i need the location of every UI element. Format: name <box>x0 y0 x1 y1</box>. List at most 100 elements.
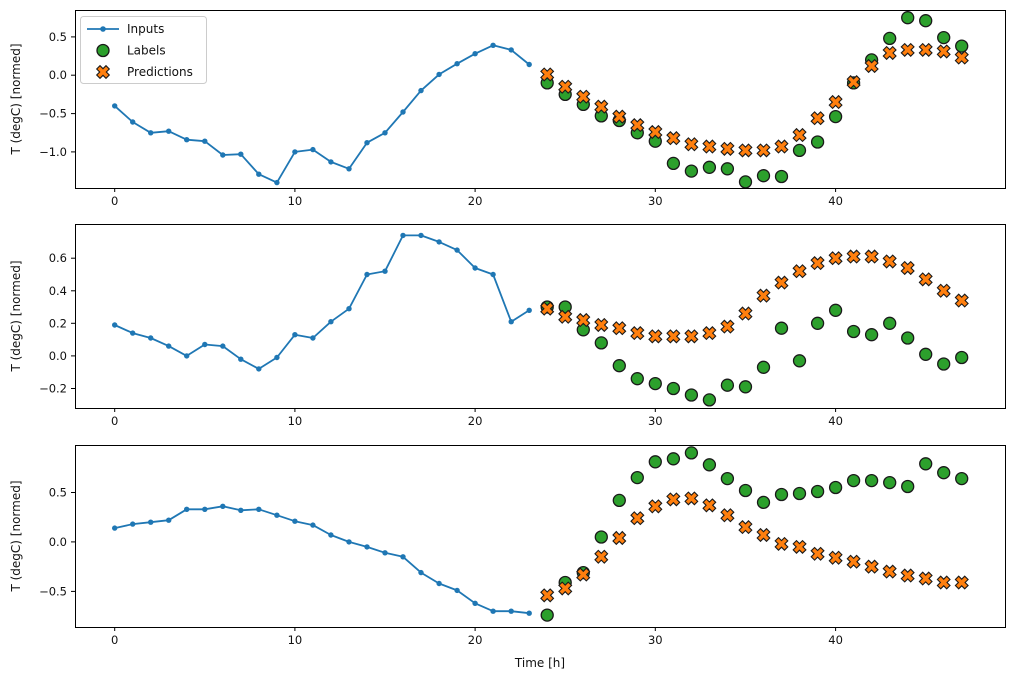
prediction-point <box>936 283 951 298</box>
label-point <box>901 11 915 25</box>
label-point <box>883 31 897 46</box>
input-point <box>400 109 406 115</box>
x-tick-label: 40 <box>828 414 843 428</box>
input-point <box>274 179 280 186</box>
x-tick-label: 40 <box>828 194 843 208</box>
label-point <box>883 316 897 330</box>
input-point <box>490 608 496 614</box>
input-point <box>346 166 352 172</box>
input-point <box>112 322 118 328</box>
prediction-point <box>558 79 573 94</box>
prediction-point <box>666 329 681 344</box>
prediction-point <box>558 581 573 596</box>
prediction-point <box>810 546 825 561</box>
input-point <box>382 550 388 556</box>
label-point <box>720 162 735 176</box>
y-tick-label: 0.0 <box>49 68 67 82</box>
prediction-point <box>720 141 735 156</box>
label-point <box>919 347 933 361</box>
prediction-point <box>702 139 717 154</box>
label-point <box>756 495 771 510</box>
input-point <box>364 140 370 146</box>
series-labels <box>540 11 969 189</box>
prediction-point <box>684 137 699 152</box>
y-tick-label: 0.0 <box>49 349 67 363</box>
prediction-point <box>738 520 753 535</box>
x-tick-label: 20 <box>468 633 483 647</box>
label-point <box>937 357 951 371</box>
input-point <box>112 525 118 531</box>
x-tick-label: 10 <box>288 194 303 208</box>
input-point <box>436 71 442 78</box>
prediction-point <box>630 326 645 341</box>
prediction-point <box>792 127 807 143</box>
prediction-point <box>612 109 627 124</box>
input-point <box>454 61 460 67</box>
x-tick-label: 30 <box>648 194 663 208</box>
prediction-point <box>882 45 897 61</box>
input-point <box>292 332 298 338</box>
label-point <box>756 169 771 183</box>
input-point <box>148 130 154 136</box>
prediction-point <box>828 550 843 565</box>
prediction-point <box>954 293 969 308</box>
input-point <box>310 522 316 528</box>
label-point <box>738 483 753 498</box>
prediction-point <box>576 312 591 328</box>
legend-item-label: Labels <box>127 44 166 58</box>
prediction-point <box>594 549 609 564</box>
prediction-point <box>918 571 933 586</box>
input-point <box>526 307 532 313</box>
label-point <box>702 160 717 174</box>
label-point <box>901 331 915 345</box>
prediction-point <box>756 288 771 303</box>
prediction-point <box>882 564 897 579</box>
prediction-point <box>810 256 825 271</box>
series-inputs <box>112 232 532 372</box>
input-point <box>382 130 388 136</box>
x-tick-label: 20 <box>468 194 483 208</box>
input-point <box>130 119 136 125</box>
label-point <box>792 486 807 501</box>
prediction-point <box>684 491 699 506</box>
label-point <box>738 175 753 189</box>
prediction-point <box>774 275 789 290</box>
input-point <box>238 356 244 362</box>
prediction-point <box>612 530 627 546</box>
series-labels <box>540 300 969 407</box>
prediction-point <box>900 260 915 276</box>
subplot-3: 0 10 20 30 40 0.5 0.0 −0.5 T (degC) [normed] Time… <box>9 445 1006 670</box>
label-point <box>612 493 626 508</box>
prediction-point <box>540 301 555 316</box>
legend-predictions-x-sample <box>95 64 111 80</box>
x-tick-label: 30 <box>648 633 663 647</box>
prediction-point <box>648 329 663 344</box>
input-point <box>328 532 334 538</box>
axes-frame <box>75 10 1006 189</box>
prediction-point <box>774 139 789 154</box>
input-point <box>256 366 262 372</box>
prediction-point <box>936 44 951 59</box>
prediction-point <box>900 568 915 583</box>
input-point <box>508 608 514 614</box>
subplot-2: 0 10 20 30 40 0.6 0.4 0.2 0.0 −0.2 T (degC) [norme… <box>9 224 1006 428</box>
y-tick-label: −0.5 <box>39 584 67 598</box>
y-tick-label: −0.5 <box>39 107 67 121</box>
label-point <box>702 458 717 472</box>
input-point <box>508 47 514 53</box>
label-point <box>828 109 843 124</box>
prediction-point <box>900 42 915 57</box>
y-tick-label: 0.2 <box>49 316 67 330</box>
input-point <box>310 146 316 153</box>
label-point <box>738 380 753 394</box>
input-point <box>454 247 460 253</box>
label-point <box>846 473 861 488</box>
input-point <box>166 517 172 523</box>
input-point <box>472 265 478 271</box>
prediction-point <box>630 118 645 133</box>
input-point <box>184 137 190 143</box>
label-point <box>648 376 662 391</box>
label-point <box>883 475 897 490</box>
